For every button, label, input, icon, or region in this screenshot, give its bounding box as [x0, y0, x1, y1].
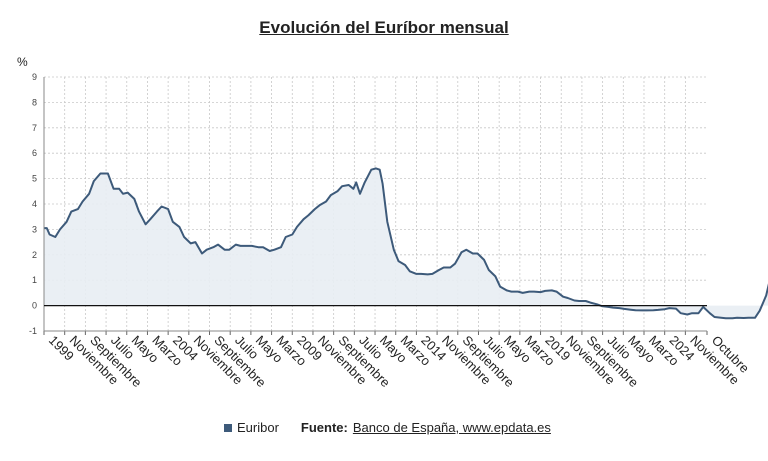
y-tick-label: 2 — [32, 250, 37, 260]
legend-swatch — [224, 423, 232, 432]
series-line-euribor — [44, 167, 768, 320]
y-tick-label: 5 — [32, 174, 37, 184]
y-tick-label: 6 — [32, 148, 37, 158]
chart-title: Evolución del Euríbor mensual — [259, 18, 509, 37]
source-label: Fuente: — [300, 420, 348, 435]
area-layer — [44, 167, 768, 320]
legend-series-label[interactable]: Euribor — [237, 420, 279, 435]
y-tick-label: 1 — [32, 275, 37, 285]
source-link[interactable]: Banco de España, www.epdata.es — [352, 420, 551, 435]
y-axis-label: % — [17, 55, 28, 69]
y-tick-label: 3 — [32, 224, 37, 234]
series-area-euribor — [44, 168, 768, 319]
y-tick-label: -1 — [29, 326, 37, 336]
y-tick-label: 8 — [32, 97, 37, 107]
y-tick-label: 4 — [32, 199, 37, 209]
y-tick-label: 9 — [32, 72, 37, 82]
y-tick-label: 0 — [32, 301, 37, 311]
legend: Euribor Fuente: Banco de España, www.epd… — [224, 420, 551, 435]
y-tick-label: 7 — [32, 123, 37, 133]
